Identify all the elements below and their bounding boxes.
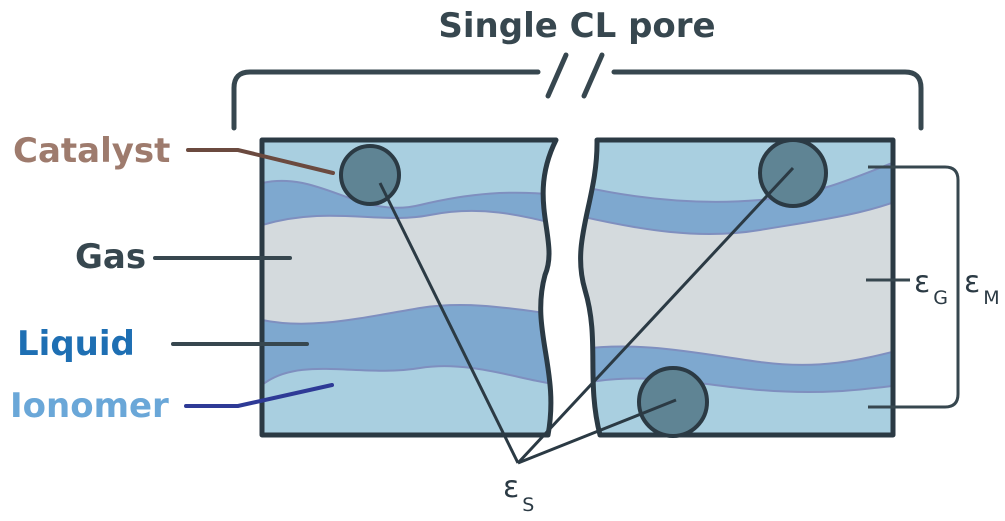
catalyst-leader-line xyxy=(186,148,335,175)
mixture-bracket xyxy=(868,165,960,409)
pore-right-segment xyxy=(580,140,893,435)
catalyst-particle xyxy=(339,144,401,206)
gas-region xyxy=(580,200,893,365)
label-ionomer: Ionomer xyxy=(10,386,169,426)
catalyst-particle xyxy=(758,138,828,208)
liquid-band-bottom xyxy=(262,304,556,388)
pore-bracket xyxy=(231,52,924,131)
liquid-band-top xyxy=(580,158,893,236)
diagram-title: Single CL pore xyxy=(438,6,715,46)
label-gas: Gas xyxy=(75,237,146,277)
pore-left-outline xyxy=(259,137,559,438)
label-catalyst: Catalyst xyxy=(13,131,170,171)
pore-right-outline xyxy=(578,137,896,438)
label-liquid: Liquid xyxy=(17,324,135,364)
solid-fraction-pointers xyxy=(378,166,795,465)
gas-region xyxy=(262,210,556,324)
ionomer-leader-line xyxy=(184,383,334,408)
pore-left-segment xyxy=(262,140,556,435)
